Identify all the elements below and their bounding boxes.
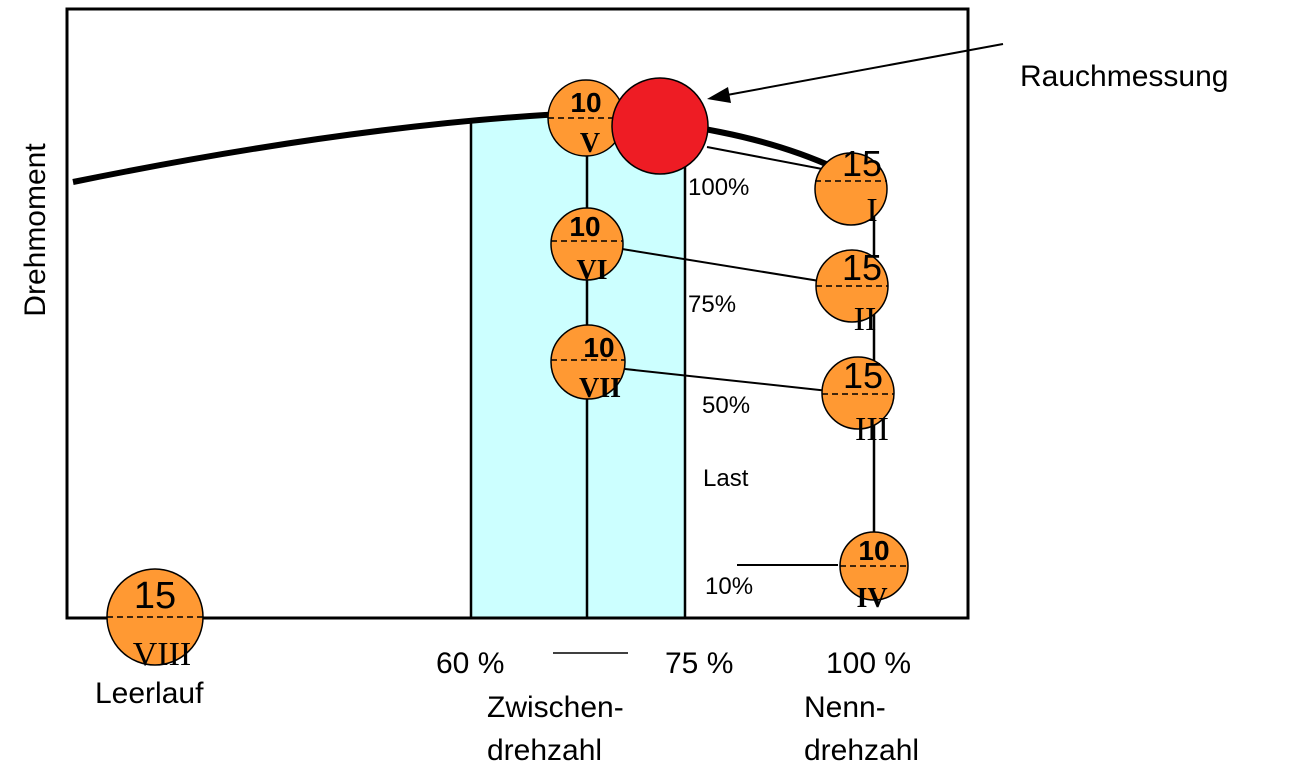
load-label-100: 100% (688, 174, 749, 201)
load-label-10: 10% (705, 573, 753, 600)
mode-VI-weight: 10 (569, 211, 600, 242)
load-label-title: Last (703, 465, 749, 492)
mode-III: 15 III (821, 355, 895, 448)
mode-VIII-weight: 15 (134, 575, 176, 617)
load-label-50: 50% (702, 392, 750, 419)
mode-VI-roman: VI (576, 255, 607, 286)
load-line-50 (624, 368, 839, 393)
caption-intermediate-line2: drehzahl (487, 734, 602, 767)
x-marker-75: 75 % (665, 647, 733, 680)
mode-I: 15 I (814, 143, 888, 229)
x-marker-60: 60 % (436, 647, 504, 680)
mode-VII-weight: 10 (583, 332, 614, 363)
mode-V-weight: 10 (570, 87, 601, 118)
mode-VI: 10 VI (550, 207, 624, 286)
mode-VIII: 15 VIII (106, 568, 204, 673)
caption-idle: Leerlauf (95, 677, 204, 710)
caption-rated-line2: drehzahl (804, 734, 919, 767)
full-load-torque-curve (72, 111, 837, 185)
mode-III-weight: 15 (843, 355, 883, 396)
mode-IV: 10 IV (839, 531, 909, 614)
mode-II: 15 II (815, 247, 889, 338)
mode-IV-weight: 10 (858, 535, 889, 566)
mode-IV-roman: IV (856, 583, 887, 614)
mode-II-weight: 15 (842, 247, 882, 288)
mode-II-roman: II (854, 301, 877, 338)
mode-VIII-roman: VIII (133, 636, 192, 673)
mode-I-weight: 15 (842, 143, 882, 184)
mode-I-roman: I (866, 192, 877, 229)
mode-VII: 10 VII (550, 324, 626, 404)
plot-frame (65, 7, 970, 620)
mode-VII-roman: VII (579, 373, 621, 404)
load-label-75: 75% (688, 291, 736, 318)
caption-rated-line1: Nenn- (804, 691, 886, 724)
mode-V-roman: V (580, 128, 600, 159)
callout-label: Rauchmessung (1020, 60, 1228, 93)
caption-intermediate-line1: Zwischen- (487, 691, 624, 724)
smoke-measurement-point (611, 77, 709, 175)
callout-arrow (707, 43, 1004, 103)
y-axis-label: Drehmoment (19, 143, 52, 317)
mode-III-roman: III (855, 411, 889, 448)
load-line-75 (621, 248, 839, 285)
load-line-100 (706, 146, 839, 173)
x-marker-100: 100 % (826, 647, 911, 680)
